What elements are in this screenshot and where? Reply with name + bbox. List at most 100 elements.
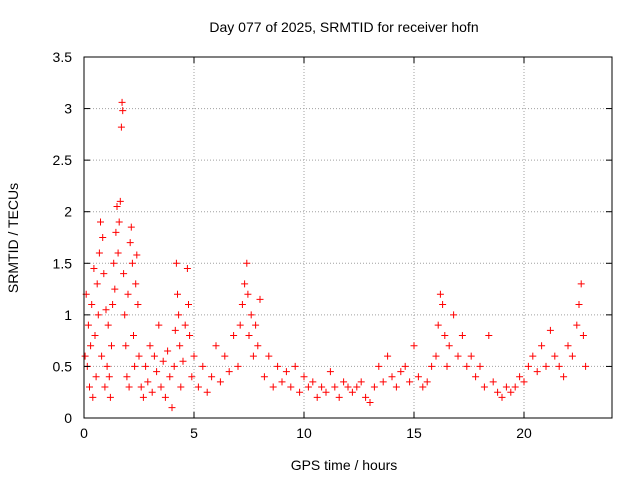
data-point [94, 311, 102, 319]
data-point [128, 259, 136, 267]
data-point [190, 352, 198, 360]
data-point [375, 362, 383, 370]
y-axis-label: SRMTID / TECUs [5, 183, 21, 293]
data-point [423, 378, 431, 386]
data-point [278, 378, 286, 386]
data-point [150, 352, 158, 360]
data-point [498, 393, 506, 401]
data-point [436, 290, 444, 298]
data-point [91, 331, 99, 339]
data-point [100, 270, 108, 278]
data-point [95, 249, 103, 257]
data-point [166, 373, 174, 381]
data-point [573, 321, 581, 329]
data-point [322, 388, 330, 396]
data-point [485, 331, 493, 339]
data-point [142, 362, 150, 370]
data-point [174, 290, 181, 298]
y-tick-label: 3 [64, 101, 72, 117]
data-point [247, 311, 255, 319]
data-point [153, 368, 161, 376]
data-point [208, 373, 216, 381]
data-point [144, 378, 152, 386]
data-point [93, 280, 101, 288]
data-point [194, 383, 202, 391]
data-point [254, 342, 262, 350]
y-tick-label: 1 [64, 307, 72, 323]
data-point [111, 285, 119, 293]
data-point [357, 378, 365, 386]
data-point [172, 259, 180, 267]
data-point [265, 352, 273, 360]
data-point [112, 228, 120, 236]
data-point [582, 362, 590, 370]
y-tick-label: 0 [64, 410, 72, 426]
data-point [126, 239, 134, 247]
data-point [120, 270, 128, 278]
x-tick-label: 0 [80, 425, 88, 441]
data-point [157, 383, 165, 391]
data-point [366, 399, 374, 407]
y-tick-label: 2 [64, 204, 72, 220]
data-point [199, 362, 207, 370]
data-point [260, 373, 268, 381]
data-point [243, 259, 251, 267]
data-point [183, 264, 191, 272]
data-point [90, 264, 98, 272]
data-point [230, 331, 238, 339]
data-point [188, 373, 196, 381]
data-point [414, 373, 422, 381]
data-point [344, 383, 352, 391]
data-point [564, 342, 572, 350]
data-point [249, 352, 257, 360]
data-point [318, 383, 326, 391]
data-point [179, 357, 187, 365]
data-point [124, 290, 132, 298]
data-point [577, 280, 585, 288]
data-point [134, 301, 142, 309]
data-point [300, 373, 308, 381]
data-point [551, 352, 559, 360]
data-point [137, 383, 145, 391]
data-point [92, 373, 100, 381]
data-point [516, 373, 524, 381]
data-point [256, 295, 264, 303]
data-point [335, 393, 343, 401]
data-point [106, 393, 114, 401]
data-point [546, 326, 554, 334]
y-tick-label: 2.5 [53, 152, 73, 168]
data-point [454, 352, 462, 360]
y-tick-label: 3.5 [53, 49, 73, 65]
data-point [203, 388, 211, 396]
data-point [132, 280, 140, 288]
data-point [238, 301, 246, 309]
data-point [234, 362, 242, 370]
data-point [135, 352, 143, 360]
data-point [291, 362, 299, 370]
data-point [507, 388, 515, 396]
data-point [121, 311, 129, 319]
data-point [127, 223, 135, 231]
data-point [164, 347, 172, 355]
data-point [122, 342, 130, 350]
data-point [159, 357, 167, 365]
data-point [101, 383, 109, 391]
data-point [410, 342, 418, 350]
data-point [533, 368, 541, 376]
data-point [119, 107, 127, 115]
data-point [353, 383, 361, 391]
data-point [511, 383, 519, 391]
data-point [304, 383, 312, 391]
data-point [130, 331, 137, 339]
data-point [216, 378, 224, 386]
data-point [176, 342, 184, 350]
data-point [105, 373, 113, 381]
data-point [118, 98, 126, 106]
x-tick-label: 15 [406, 425, 422, 441]
data-point [458, 331, 466, 339]
data-point [524, 362, 532, 370]
data-point [155, 321, 163, 329]
data-point [502, 383, 510, 391]
data-point [84, 321, 92, 329]
